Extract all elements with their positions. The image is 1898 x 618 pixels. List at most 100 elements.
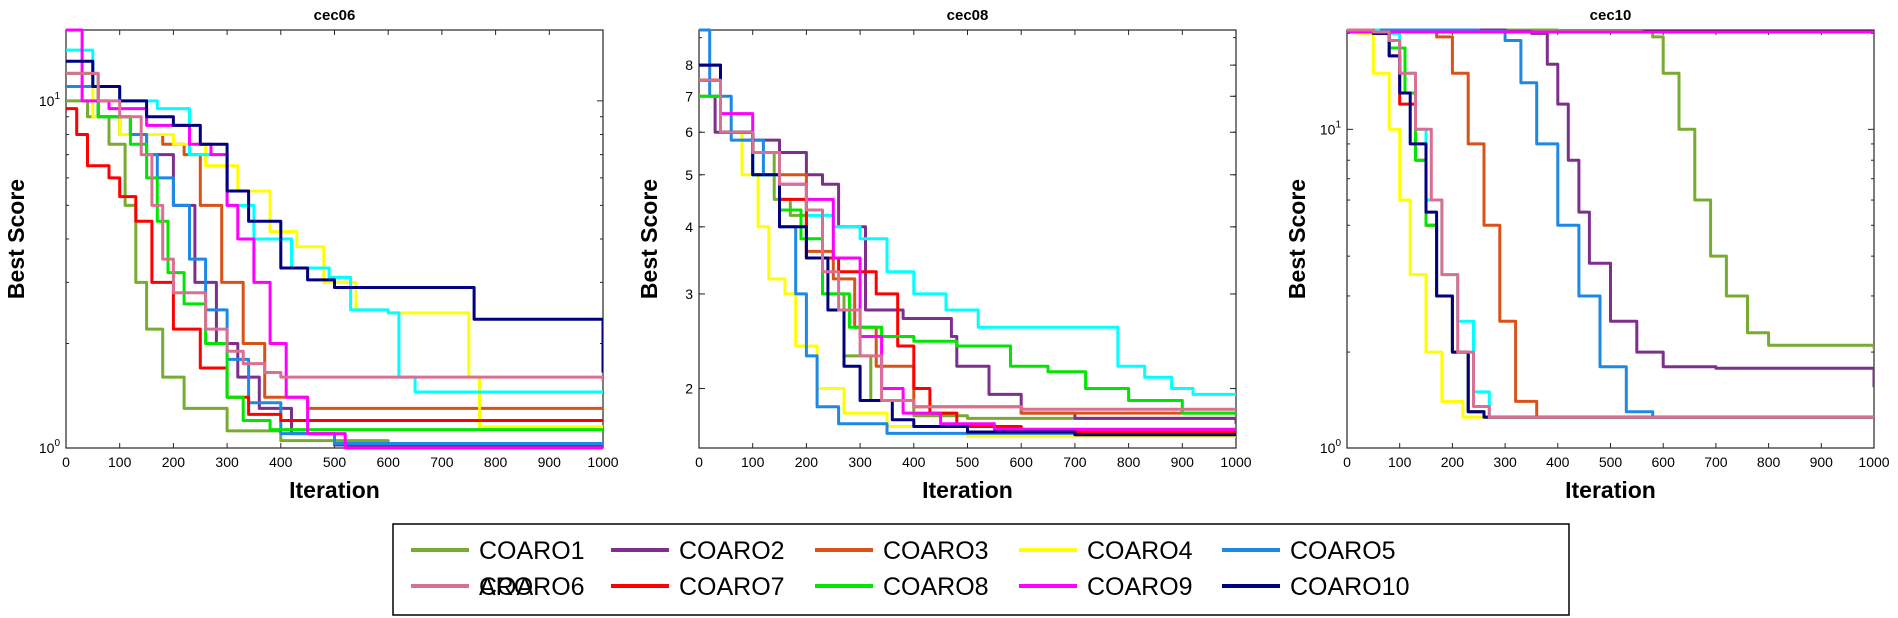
x-tick-label: 0 xyxy=(695,454,703,470)
y-tick-base: 10 xyxy=(1320,440,1336,456)
x-tick-label: 100 xyxy=(741,454,765,470)
x-tick-label: 200 xyxy=(162,454,186,470)
legend-item: COARO3 xyxy=(815,537,989,565)
x-tick-label: 500 xyxy=(1599,454,1623,470)
series-line-coaro1 xyxy=(66,99,603,445)
legend-item: COARO7 xyxy=(611,573,785,601)
legend-item: COARO9 xyxy=(1019,573,1193,601)
y-tick-label: 2 xyxy=(685,381,693,397)
plot-frame xyxy=(65,29,604,449)
y-tick-exponent: 1 xyxy=(54,91,60,102)
x-axis-label: Iteration xyxy=(289,477,380,503)
legend-label: COARO8 xyxy=(883,573,989,601)
chart-title: cec06 xyxy=(314,7,356,24)
x-tick-label: 600 xyxy=(1652,454,1676,470)
x-tick-label: 100 xyxy=(108,454,132,470)
series-line-aro xyxy=(1347,28,1874,419)
x-tick-label: 800 xyxy=(1757,454,1781,470)
y-axis-label: Best Score xyxy=(3,179,29,299)
y-tick-label: 7 xyxy=(685,88,693,104)
series-line-aro xyxy=(66,71,603,382)
y-tick-exponent: 0 xyxy=(54,438,60,449)
x-tick-label: 300 xyxy=(215,454,239,470)
x-tick-label: 900 xyxy=(1171,454,1195,470)
y-tick-label: 101 xyxy=(39,91,61,109)
chart-title: cec10 xyxy=(1590,7,1632,24)
legend-item: ARO xyxy=(411,573,533,601)
x-tick-label: 700 xyxy=(1063,454,1087,470)
y-tick-base: 10 xyxy=(1320,121,1336,137)
legend-item: COARO2 xyxy=(611,537,785,565)
y-axis-label: Best Score xyxy=(1284,179,1310,299)
x-tick-label: 400 xyxy=(1546,454,1570,470)
x-tick-label: 800 xyxy=(484,454,508,470)
x-tick-label: 200 xyxy=(1441,454,1465,470)
y-tick-label: 3 xyxy=(685,286,693,302)
legend-label: COARO5 xyxy=(1290,537,1396,565)
x-tick-label: 500 xyxy=(956,454,980,470)
y-tick-base: 10 xyxy=(39,440,55,456)
y-tick-base: 10 xyxy=(39,93,55,109)
y-tick-label: 8 xyxy=(685,57,693,73)
chart-panel-cec08: cec08 0 100 200 300 400 500 600 700 800 900 1000 2 3 4… xyxy=(636,7,1252,503)
x-tick-label: 1000 xyxy=(1220,454,1251,470)
legend-item: COARO5 xyxy=(1222,537,1396,565)
series-line-coaro2 xyxy=(699,94,1236,424)
x-tick-label: 700 xyxy=(430,454,454,470)
x-tick-label: 600 xyxy=(1010,454,1034,470)
series-line-coaro5 xyxy=(699,28,1236,435)
y-tick-label: 6 xyxy=(685,124,693,140)
x-tick-label: 1000 xyxy=(587,454,618,470)
x-tick-label: 900 xyxy=(538,454,562,470)
y-tick-label: 4 xyxy=(685,219,693,235)
y-tick-label: 101 xyxy=(1320,119,1342,137)
y-tick-exponent: 0 xyxy=(1335,438,1341,449)
x-tick-label: 1000 xyxy=(1858,454,1889,470)
y-tick-exponent: 1 xyxy=(1335,119,1341,130)
x-tick-label: 600 xyxy=(377,454,401,470)
legend: COARO1 COARO2 COARO3 COARO4 COARO5 COARO6 COAR… xyxy=(392,523,1570,616)
x-tick-label: 700 xyxy=(1704,454,1728,470)
series-line-coaro7 xyxy=(66,107,603,422)
series-group xyxy=(66,28,603,450)
x-tick-label: 400 xyxy=(269,454,293,470)
series-group xyxy=(1347,28,1874,419)
x-tick-label: 0 xyxy=(62,454,70,470)
x-tick-label: 900 xyxy=(1810,454,1834,470)
legend-label: ARO xyxy=(479,573,533,601)
series-line-aro xyxy=(699,78,1236,411)
x-tick-label: 500 xyxy=(323,454,347,470)
legend-label: COARO3 xyxy=(883,537,989,565)
x-tick-label: 100 xyxy=(1388,454,1412,470)
series-line-coaro9 xyxy=(66,28,603,450)
x-axis-label: Iteration xyxy=(922,477,1013,503)
x-tick-label: 400 xyxy=(902,454,926,470)
x-tick-label: 300 xyxy=(1493,454,1517,470)
legend-label: COARO4 xyxy=(1087,537,1193,565)
y-tick-label: 100 xyxy=(1320,438,1342,456)
series-line-coaro10 xyxy=(699,63,1236,437)
y-axis-label: Best Score xyxy=(636,179,662,299)
series-line-coaro8 xyxy=(66,71,603,432)
legend-box xyxy=(392,523,1570,616)
legend-label: COARO2 xyxy=(679,537,785,565)
series-line-coaro10 xyxy=(66,59,603,373)
x-axis-label: Iteration xyxy=(1565,477,1656,503)
plot-frame xyxy=(1346,29,1875,449)
x-tick-label: 200 xyxy=(795,454,819,470)
legend-item: COARO4 xyxy=(1019,537,1193,565)
y-tick-label: 100 xyxy=(39,438,61,456)
series-line-coaro4 xyxy=(699,94,1236,438)
legend-label: COARO10 xyxy=(1290,573,1409,601)
x-tick-label: 300 xyxy=(848,454,872,470)
x-tick-label: 800 xyxy=(1117,454,1141,470)
plot-frame xyxy=(698,29,1237,449)
x-tick-label: 0 xyxy=(1343,454,1351,470)
chart-title: cec08 xyxy=(947,7,989,24)
legend-item: COARO10 xyxy=(1222,573,1409,601)
legend-item: COARO8 xyxy=(815,573,989,601)
legend-label: COARO1 xyxy=(479,537,585,565)
